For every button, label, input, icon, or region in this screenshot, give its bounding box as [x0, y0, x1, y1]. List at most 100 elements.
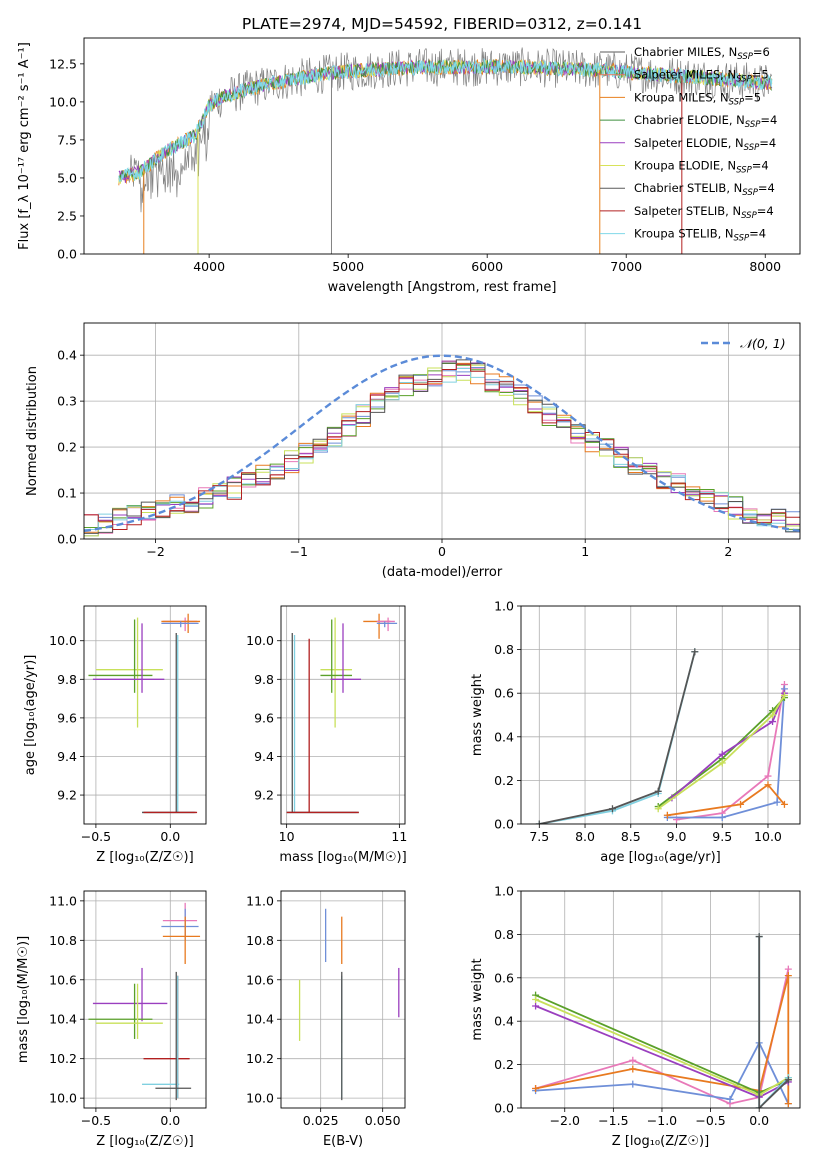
- y-tick-label: 0.4: [494, 1014, 514, 1029]
- y-tick-label: 10.2: [246, 1051, 274, 1066]
- y-tick-label: 10.0: [246, 1091, 274, 1106]
- axes-frame: [83, 605, 207, 825]
- y-tick-label: 10.4: [49, 1012, 77, 1027]
- legend-label: Chabrier MILES, NSSP=6: [634, 45, 770, 62]
- legend-label: Salpeter ELODIE, NSSP=4: [634, 136, 776, 153]
- y-axis-label: mass weight: [470, 674, 485, 756]
- point-marker: [784, 1100, 792, 1108]
- point-marker: [780, 691, 788, 699]
- x-tick-label: 0.025: [303, 1113, 339, 1128]
- x-tick-label: 11: [391, 829, 407, 844]
- y-tick-label: 10.8: [49, 933, 77, 948]
- axes-frame: [83, 37, 801, 255]
- plot-area: [521, 606, 800, 824]
- y-tick-label: 0.0: [57, 532, 77, 547]
- y-axis-label: mass [log₁₀(M/M☉)]: [16, 936, 31, 1063]
- y-tick-label: 10.0: [49, 1091, 77, 1106]
- y-axis-label: Flux [f_λ 10⁻¹⁷ erg cm⁻² s⁻¹ A⁻¹]: [17, 42, 32, 250]
- mass-vs-Z-panel: −0.5 0.0 10.0 10.2 10.4 10.6 10.8 11.0 Z [log₁₀(…: [16, 890, 207, 1149]
- y-axis-label: age [log₁₀(age/yr)]: [23, 655, 38, 776]
- x-tick-label: 5000: [332, 259, 364, 274]
- point-marker: [784, 965, 792, 973]
- x-tick-label: 10: [279, 829, 295, 844]
- series-line: [667, 688, 786, 819]
- x-tick-label: 9.0: [667, 829, 687, 844]
- y-axis-label: Normed distribution: [25, 366, 40, 496]
- point-marker: [773, 798, 781, 806]
- y-tick-label: 9.8: [57, 672, 77, 687]
- point-marker: [629, 1056, 637, 1064]
- axes-frame: [520, 890, 801, 1109]
- y-tick-label: 10.2: [49, 1051, 77, 1066]
- point-marker: [654, 787, 662, 795]
- y-tick-label: 0.2: [57, 440, 77, 455]
- y-tick-label: 10.6: [49, 972, 77, 987]
- point-marker: [718, 759, 726, 767]
- point-marker: [769, 718, 777, 726]
- point-marker: [764, 772, 772, 780]
- plot-area: [118, 47, 773, 254]
- y-tick-label: 0.8: [494, 642, 514, 657]
- y-tick-label: 0.0: [494, 1101, 514, 1116]
- x-axis-label: Z [log₁₀(Z/Z☉)]: [96, 850, 193, 865]
- plot-area: [84, 891, 206, 1108]
- mass-vs-EBV-panel: 0.025 0.050 10.0 10.2 10.4 10.6 10.8 11.0 E(B-V): [246, 890, 406, 1149]
- point-marker: [726, 1095, 734, 1103]
- y-tick-label: 0.2: [494, 773, 514, 788]
- y-tick-label: 9.6: [254, 710, 274, 725]
- y-tick-label: 0.3: [57, 394, 77, 409]
- y-tick-label: 0.0: [494, 817, 514, 832]
- y-tick-label: 0.2: [494, 1057, 514, 1072]
- x-axis-label: mass [log₁₀(M/M☉)]: [279, 850, 406, 865]
- y-tick-label: 2.5: [57, 208, 77, 223]
- y-tick-label: 11.0: [49, 893, 77, 908]
- y-tick-label: 11.0: [246, 893, 274, 908]
- y-axis-label: mass weight: [470, 958, 485, 1040]
- point-marker: [737, 800, 745, 808]
- y-tick-label: 9.6: [57, 710, 77, 725]
- x-tick-label: 2: [724, 544, 732, 559]
- y-tick-label: 5.0: [57, 170, 77, 185]
- y-tick-label: 10.8: [246, 933, 274, 948]
- y-tick-label: 10.4: [246, 1012, 274, 1027]
- x-axis-label: (data-model)/error: [382, 565, 503, 580]
- x-tick-label: −1.0: [647, 1113, 677, 1128]
- x-tick-label: 6000: [471, 259, 503, 274]
- x-tick-label: 10.0: [754, 829, 782, 844]
- plot-area: [521, 891, 800, 1108]
- x-tick-label: 0.0: [160, 829, 180, 844]
- y-tick-label: 9.4: [57, 749, 77, 764]
- series-line: [676, 684, 786, 821]
- histogram-step: [84, 363, 800, 530]
- y-tick-label: 10.6: [246, 972, 274, 987]
- x-tick-label: −1: [290, 544, 308, 559]
- x-tick-label: 0.050: [365, 1113, 401, 1128]
- residual-histogram-panel: −2 −1 0 1 2 0.0 0.1 0.2 0.3 0.4 𝒩(0, 1) (data-model…: [25, 322, 801, 580]
- series-line: [539, 651, 696, 824]
- spectrum-line: [118, 57, 773, 182]
- x-tick-label: 8.5: [621, 829, 641, 844]
- point-marker: [718, 813, 726, 821]
- x-tick-label: −2.0: [550, 1113, 580, 1128]
- axes-frame: [520, 605, 801, 825]
- x-tick-label: −1.5: [598, 1113, 628, 1128]
- y-tick-label: 7.5: [57, 132, 77, 147]
- y-tick-label: 12.5: [49, 56, 77, 71]
- y-tick-label: 9.8: [254, 672, 274, 687]
- axes-frame: [83, 322, 801, 540]
- point-marker: [691, 648, 699, 656]
- axes-frame: [83, 890, 207, 1109]
- normal-curve: [84, 354, 800, 533]
- plot-area: [281, 606, 405, 824]
- x-tick-label: 4000: [193, 259, 225, 274]
- age-vs-mass-panel: 10 11 9.2 9.4 9.6 9.8 10.0 mass [log₁₀(M/M☉)]: [246, 605, 407, 865]
- point-marker: [663, 811, 671, 819]
- series-line: [667, 783, 786, 817]
- x-tick-label: 0.0: [160, 1113, 180, 1128]
- point-marker: [629, 1065, 637, 1073]
- axes-frame: [280, 605, 406, 825]
- y-tick-label: 10.0: [49, 94, 77, 109]
- point-marker: [755, 1104, 763, 1108]
- y-tick-label: 9.2: [57, 788, 77, 803]
